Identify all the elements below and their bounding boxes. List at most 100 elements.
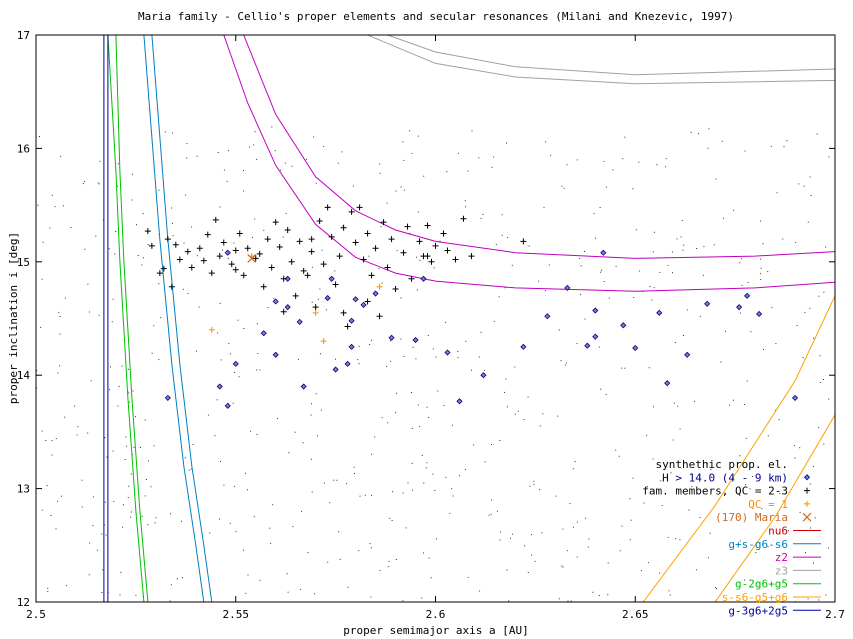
background-dot <box>128 485 130 487</box>
background-dot <box>630 519 632 521</box>
background-dot <box>135 416 136 418</box>
background-dot <box>607 594 609 596</box>
background-dot <box>818 427 820 429</box>
background-dot <box>122 504 124 506</box>
background-dot <box>763 349 764 350</box>
background-dot <box>594 237 596 239</box>
background-dot <box>77 426 79 428</box>
point-plus <box>280 308 287 315</box>
background-dot <box>92 525 94 527</box>
background-dot <box>220 461 221 462</box>
background-dot <box>325 309 327 311</box>
background-dot <box>665 158 667 160</box>
background-dot <box>282 236 284 238</box>
point-diamond <box>260 330 267 337</box>
background-dot <box>352 185 354 187</box>
curve-g+s-g6-s6 <box>143 35 205 602</box>
background-dot <box>825 246 827 248</box>
background-dot <box>172 235 174 237</box>
background-dot <box>87 432 89 434</box>
point-diamond <box>348 343 355 350</box>
point-plus <box>304 272 311 279</box>
point-diamond <box>756 310 763 318</box>
background-dot <box>59 365 61 367</box>
point-plus <box>404 223 411 230</box>
background-dot <box>670 472 672 474</box>
curve-z3 <box>367 35 835 85</box>
background-dot <box>745 484 747 486</box>
point-diamond <box>412 336 419 344</box>
background-dot <box>144 419 146 421</box>
background-dot <box>259 369 261 371</box>
curve-z2 <box>223 35 835 292</box>
background-dot <box>288 452 290 454</box>
background-dot <box>580 293 582 295</box>
background-dot <box>287 591 289 593</box>
background-dot <box>390 340 391 342</box>
background-dot <box>381 417 383 419</box>
background-dot <box>771 307 773 309</box>
background-dot <box>632 188 634 190</box>
background-dot <box>111 321 113 323</box>
background-dot <box>548 264 550 266</box>
background-dot <box>280 169 281 171</box>
background-dot <box>779 493 781 494</box>
point-diamond <box>480 372 487 379</box>
background-dot <box>317 435 318 437</box>
background-dot <box>809 176 811 178</box>
background-dot <box>640 570 642 572</box>
background-dot <box>139 447 141 448</box>
background-dot <box>76 434 78 436</box>
background-dot <box>51 454 53 456</box>
curve-z3 <box>387 35 835 76</box>
background-dot <box>682 335 684 336</box>
background-dot <box>804 311 806 313</box>
background-dot <box>531 534 532 536</box>
point-plus <box>440 230 447 237</box>
legend-label: g-3g6+2g5 <box>728 604 788 617</box>
background-dot <box>545 141 547 143</box>
point-plus <box>172 241 179 248</box>
point-plus <box>220 239 227 246</box>
background-dot <box>311 491 313 493</box>
background-dot <box>803 185 805 187</box>
point-plus <box>232 247 239 254</box>
background-dot <box>691 486 693 488</box>
background-dot <box>400 297 402 299</box>
point-cross <box>247 253 257 263</box>
background-dot <box>605 186 607 188</box>
legend-label: nu6 <box>768 525 788 538</box>
background-dot <box>428 557 430 559</box>
background-dot <box>54 206 56 208</box>
background-dot <box>729 404 731 406</box>
background-dot <box>84 248 86 250</box>
background-dot <box>452 495 454 497</box>
background-dot <box>402 141 404 143</box>
point-diamond <box>348 317 355 324</box>
background-dot <box>675 538 677 540</box>
background-dot <box>563 187 565 189</box>
background-dot <box>818 599 820 601</box>
background-dot <box>269 527 271 529</box>
background-dot <box>272 504 274 506</box>
curve-g-2g6+g5 <box>115 35 149 602</box>
background-dot <box>135 594 137 596</box>
point-diamond <box>444 349 451 356</box>
background-dot <box>752 476 754 477</box>
point-plus <box>164 236 171 243</box>
point-diamond <box>272 351 279 358</box>
background-dot <box>51 194 53 196</box>
background-dot <box>710 469 712 470</box>
background-dot <box>558 598 560 600</box>
background-dot <box>249 146 251 148</box>
background-dot <box>673 402 675 404</box>
background-dot <box>292 526 294 528</box>
background-dot <box>89 311 90 313</box>
background-dot <box>128 392 130 394</box>
background-dot <box>291 165 293 167</box>
background-dot <box>257 353 259 354</box>
background-dot <box>544 290 546 292</box>
background-dot <box>810 195 812 196</box>
background-dot <box>379 570 381 571</box>
background-dot <box>733 399 734 401</box>
